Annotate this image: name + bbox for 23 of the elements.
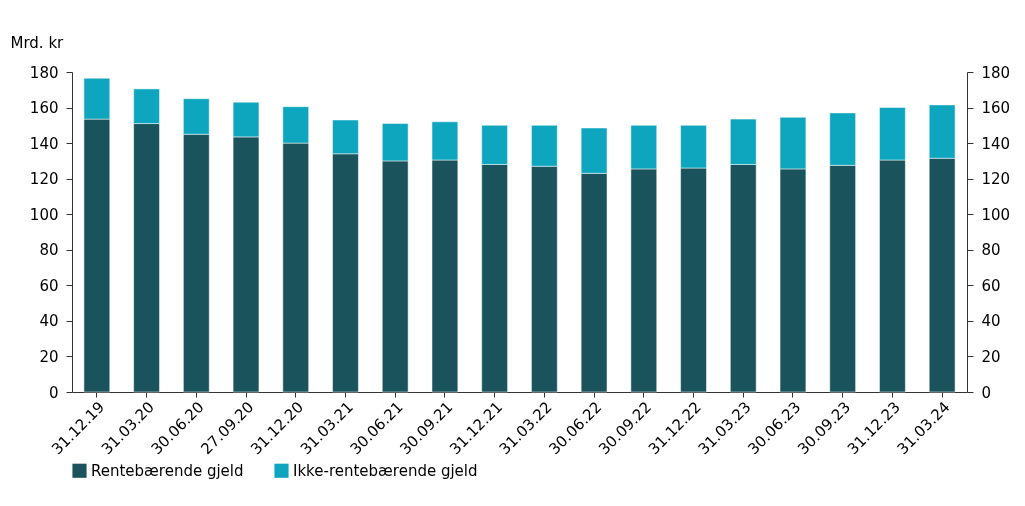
y-tick-label: 100 [29, 205, 59, 224]
y-tick-label: 120 [29, 170, 59, 189]
y2-tick-label: 120 [981, 170, 1011, 189]
y-tick-label: 160 [29, 99, 59, 118]
y-tick-label: 180 [29, 63, 59, 82]
y2-tick-label: 180 [981, 63, 1011, 82]
y-tick-label: 60 [39, 276, 59, 295]
y-tick-label: 40 [39, 312, 59, 331]
legend-label: Ikke-rentebærende gjeld [293, 461, 478, 480]
y-tick-label: 0 [48, 383, 59, 402]
y2-tick-label: 20 [981, 347, 1001, 366]
y2-tick-label: 140 [981, 134, 1011, 153]
legend-label: Rentebærende gjeld [91, 461, 244, 480]
y2-tick-label: 0 [981, 383, 992, 402]
y-tick-label: 80 [39, 241, 59, 260]
y2-tick-label: 60 [981, 276, 1001, 295]
y-tick-label: 20 [39, 347, 59, 366]
y-tick-label: 140 [29, 134, 59, 153]
y2-tick-label: 100 [981, 205, 1011, 224]
y2-tick-label: 40 [981, 312, 1001, 331]
y-axis-title: Mrd. kr [10, 33, 65, 52]
y2-tick-label: 160 [981, 99, 1011, 118]
y2-tick-label: 80 [981, 241, 1001, 260]
